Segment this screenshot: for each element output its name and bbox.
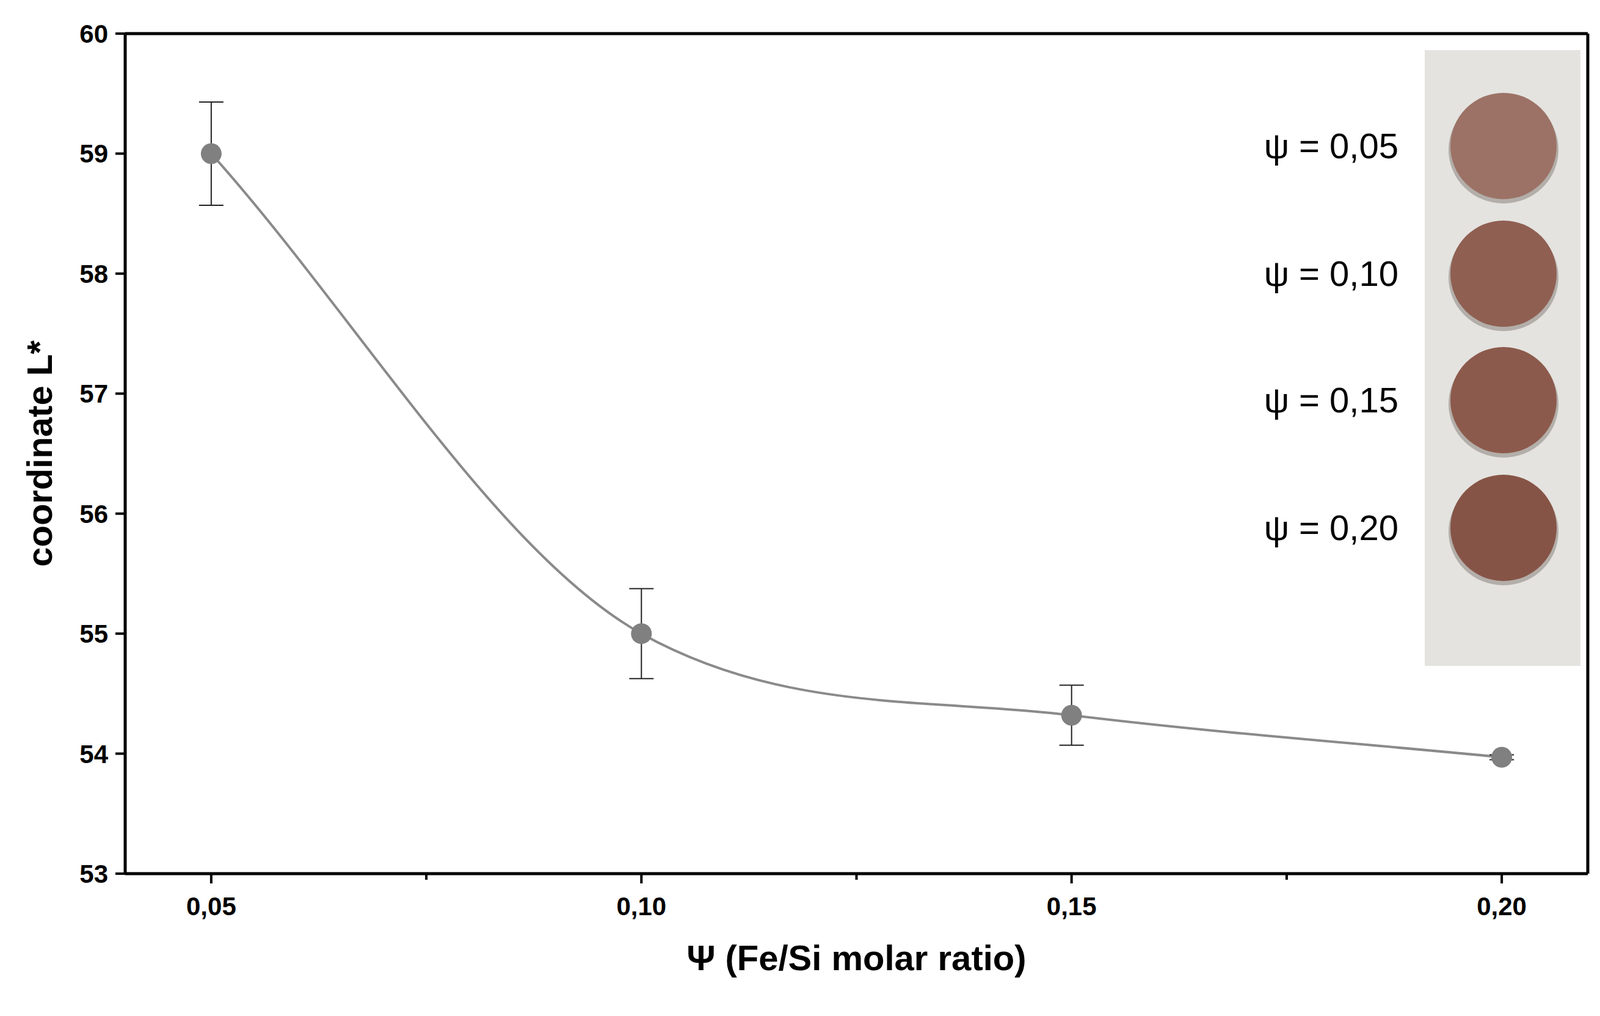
x-tick-label: 0,20 <box>1476 891 1527 921</box>
y-axis <box>123 33 128 874</box>
page: {"chart_data": {"type": "scatter", "x_la… <box>0 0 1600 1016</box>
photo-ground <box>1424 50 1581 666</box>
annotation: ψ = 0,10 <box>1264 253 1399 294</box>
x-tick <box>210 873 213 884</box>
x-minor-tick <box>425 873 428 880</box>
frame-top <box>125 32 1588 36</box>
y-tick <box>115 752 126 755</box>
photo-disk <box>1450 474 1557 581</box>
y-tick-label: 57 <box>79 379 109 408</box>
marker <box>630 622 652 644</box>
error-cap <box>629 677 654 680</box>
annotation: ψ = 0,05 <box>1264 125 1399 166</box>
y-tick-label: 60 <box>79 19 109 49</box>
photo-disk <box>1450 92 1557 200</box>
y-tick <box>115 632 126 635</box>
y-tick-label: 55 <box>79 619 109 648</box>
x-axis-title: Ψ (Fe/Si molar ratio) <box>686 937 1026 978</box>
marker <box>200 142 222 164</box>
annotation: ψ = 0,20 <box>1264 507 1399 548</box>
x-minor-tick <box>1285 873 1288 880</box>
error-cap <box>199 101 224 103</box>
x-tick-label: 0,10 <box>616 891 667 921</box>
y-tick-label: 54 <box>79 739 109 769</box>
fit-curve <box>211 153 1502 757</box>
error-bar <box>199 101 224 206</box>
chart: 53 54 55 56 57 58 59 60 0,05 0,10 0,15 0,20 Ψ (Fe/Si… <box>0 0 1600 1016</box>
y-tick <box>115 152 126 155</box>
frame-right <box>1586 33 1590 874</box>
data <box>199 101 1514 768</box>
x-minor-tick <box>855 873 859 880</box>
x-tick <box>1500 873 1503 884</box>
error-cap <box>1059 684 1084 686</box>
error-bar <box>1059 685 1084 746</box>
y-tick <box>115 32 126 35</box>
y-tick-label: 53 <box>79 859 109 888</box>
x-tick-label: 0,05 <box>186 891 237 921</box>
error-cap <box>1059 744 1084 746</box>
x-tick <box>1070 873 1073 884</box>
y-tick <box>115 272 126 275</box>
photo-disk <box>1450 220 1557 327</box>
annotation: ψ = 0,15 <box>1264 379 1399 420</box>
error-cap <box>199 204 224 206</box>
y-axis-title: coordinate L* <box>19 340 60 567</box>
x-tick <box>640 873 643 884</box>
y-tick <box>115 392 126 395</box>
inset-photo <box>1424 50 1581 666</box>
y-tick <box>115 512 126 515</box>
marker <box>1061 704 1083 726</box>
y-tick-label: 58 <box>79 259 109 289</box>
x-tick-label: 0,15 <box>1046 891 1097 921</box>
error-bar <box>629 588 654 678</box>
axes: 53 54 55 56 57 58 59 60 0,05 0,10 0,15 0,20 <box>79 19 1588 921</box>
marker <box>1491 746 1513 768</box>
y-tick-label: 59 <box>79 139 109 168</box>
photo-disk <box>1450 346 1557 454</box>
y-tick <box>115 872 126 875</box>
y-tick-label: 56 <box>79 499 109 529</box>
error-cap <box>629 587 654 589</box>
